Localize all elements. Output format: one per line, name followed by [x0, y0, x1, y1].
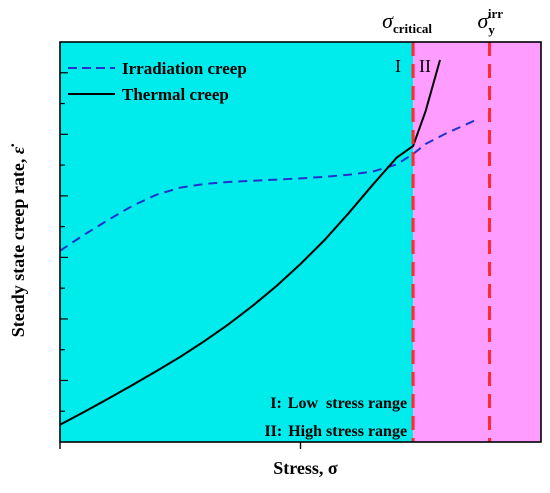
annotation-high-text: High stress range: [288, 423, 407, 440]
sigma-yield-subscript: y: [488, 22, 495, 37]
annotation-low-text: Low stress range: [288, 395, 407, 412]
y-axis-label: Steady state creep rate, ε̇: [8, 144, 28, 337]
sigma-yield-irr-label: σyirr: [478, 6, 504, 37]
sigma-critical-symbol: σ: [382, 8, 394, 33]
annotation-low-stress: I: Low stress range: [270, 395, 407, 412]
legend-label-thermal: Thermal creep: [122, 85, 229, 104]
series-irradiation-creep-line: [59, 117, 479, 252]
sigma-yield-symbol: σ: [478, 8, 490, 33]
axis-ticks: [59, 72, 302, 449]
sigma-critical-subscript: critical: [393, 21, 432, 36]
region-high-stress: [413, 42, 541, 442]
legend: Irradiation creep Thermal creep: [68, 59, 247, 104]
annotation-low-key: I:: [270, 395, 282, 412]
region-low-stress: [60, 42, 414, 442]
sigma-yield-superscript: irr: [488, 6, 503, 21]
series-thermal-creep-line: [59, 59, 441, 426]
region-label-i: I: [395, 56, 401, 76]
annotation-high-key: II:: [264, 423, 282, 440]
x-axis-label: Stress, σ: [273, 458, 338, 478]
y-axis-label-symbol: ε̇: [8, 144, 28, 154]
sigma-critical-label: σcritical: [382, 8, 432, 36]
y-axis-label-text: Steady state creep rate,: [8, 154, 28, 337]
legend-label-irradiation: Irradiation creep: [122, 59, 247, 78]
annotation-high-stress: II: High stress range: [264, 423, 407, 440]
region-label-ii: II: [419, 56, 431, 76]
plot-frame: [59, 41, 542, 443]
